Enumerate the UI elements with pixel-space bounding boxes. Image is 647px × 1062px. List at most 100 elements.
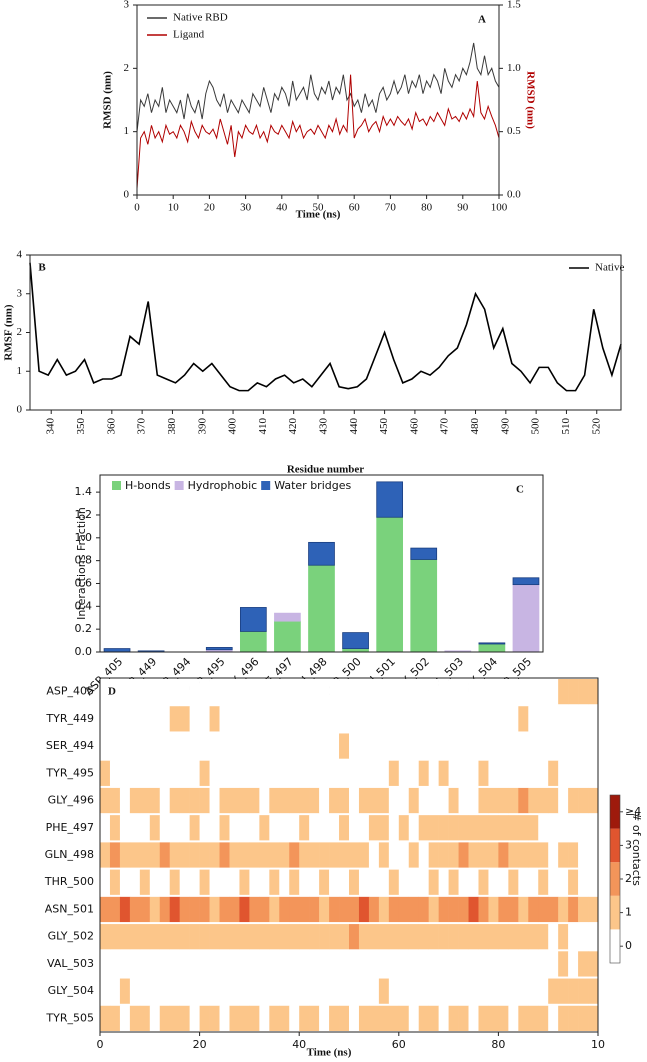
heat-cell bbox=[100, 733, 111, 759]
heat-cell bbox=[548, 896, 559, 923]
heat-cell bbox=[448, 842, 459, 868]
heat-cell bbox=[418, 1005, 429, 1031]
heat-cell bbox=[349, 679, 360, 705]
heat-cell bbox=[408, 869, 420, 895]
heat-cell bbox=[368, 787, 380, 814]
heat-cell bbox=[159, 733, 171, 759]
heat-cell bbox=[159, 815, 171, 841]
y-axis-label: RMSF (nm) bbox=[3, 304, 15, 360]
heat-cell bbox=[219, 978, 230, 1004]
heat-cell bbox=[388, 815, 400, 841]
heat-cell bbox=[378, 760, 390, 786]
heat-cell bbox=[159, 842, 171, 868]
heat-cell bbox=[329, 679, 340, 705]
heat-cell bbox=[558, 896, 569, 923]
heat-cell bbox=[468, 951, 479, 977]
heat-cell bbox=[279, 951, 290, 977]
bar-segment bbox=[410, 547, 438, 560]
heat-cell bbox=[488, 733, 499, 759]
heat-cell bbox=[478, 896, 489, 923]
heat-cell bbox=[309, 787, 320, 814]
heat-cell bbox=[229, 815, 240, 841]
row-label: ASN_501 bbox=[45, 902, 94, 915]
heat-cell bbox=[498, 842, 509, 868]
heat-cell bbox=[329, 733, 340, 759]
heat-cell bbox=[588, 869, 599, 895]
heat-cell bbox=[358, 896, 370, 923]
heat-cell bbox=[518, 896, 529, 923]
heat-cell bbox=[229, 924, 240, 950]
heat-cell bbox=[468, 679, 479, 705]
heat-cell bbox=[508, 1005, 519, 1031]
colorbar-tick-label: 3 bbox=[625, 838, 632, 851]
heat-cell bbox=[558, 924, 569, 950]
heat-cell bbox=[538, 787, 549, 814]
heat-cell bbox=[229, 733, 240, 759]
heat-cell bbox=[428, 679, 439, 705]
heat-cell bbox=[518, 679, 529, 705]
heat-cell bbox=[548, 733, 559, 759]
heat-cell bbox=[578, 978, 589, 1004]
heat-cell bbox=[339, 815, 350, 841]
heat-cell bbox=[358, 733, 370, 759]
heat-cell bbox=[319, 679, 330, 705]
heat-cell bbox=[109, 978, 121, 1004]
heat-cell bbox=[388, 924, 400, 950]
x-tick-label: 0 bbox=[97, 1038, 104, 1051]
heat-cell bbox=[309, 924, 320, 950]
y-tick-label: 0 bbox=[124, 189, 130, 201]
heat-cell bbox=[538, 842, 549, 868]
heat-cell bbox=[209, 896, 220, 923]
heat-cell bbox=[428, 951, 439, 977]
heat-cell bbox=[239, 978, 250, 1004]
y-tick-label: 1.0 bbox=[75, 531, 93, 544]
heat-cell bbox=[329, 924, 340, 950]
heat-cell bbox=[219, 951, 230, 977]
heat-cell bbox=[398, 869, 410, 895]
heat-cell bbox=[119, 869, 131, 895]
heat-cell bbox=[458, 896, 469, 923]
heat-cell bbox=[149, 978, 161, 1004]
x-tick-label: 350 bbox=[75, 418, 87, 435]
heat-cell bbox=[100, 978, 111, 1004]
row-label: GLY_504 bbox=[48, 984, 94, 997]
heat-cell bbox=[418, 978, 429, 1004]
heat-cell bbox=[209, 787, 220, 814]
heat-cell bbox=[279, 869, 290, 895]
heat-cell bbox=[349, 706, 360, 732]
heat-cell bbox=[199, 869, 210, 895]
heat-cell bbox=[588, 760, 599, 786]
heat-cell bbox=[269, 842, 280, 868]
heat-cell bbox=[189, 733, 200, 759]
heat-cell bbox=[339, 924, 350, 950]
heat-cell bbox=[408, 842, 420, 868]
heat-cell bbox=[548, 760, 559, 786]
heat-cell bbox=[139, 815, 151, 841]
heat-cell bbox=[189, 896, 200, 923]
heat-cell bbox=[329, 978, 340, 1004]
heat-cell bbox=[129, 978, 141, 1004]
heat-cell bbox=[588, 815, 599, 841]
heat-cell bbox=[179, 1005, 190, 1031]
heat-cell bbox=[309, 869, 320, 895]
heat-cell bbox=[279, 896, 290, 923]
heat-cell bbox=[249, 706, 260, 732]
heat-cell bbox=[100, 896, 111, 923]
heat-cell bbox=[358, 679, 370, 705]
heat-cell bbox=[548, 978, 559, 1004]
heat-cell bbox=[578, 869, 589, 895]
heat-cell bbox=[199, 896, 210, 923]
heat-cell bbox=[478, 951, 489, 977]
heat-cell bbox=[478, 924, 489, 950]
heat-cell bbox=[438, 869, 449, 895]
heat-cell bbox=[388, 1005, 400, 1031]
row-label: TYR_505 bbox=[45, 1011, 94, 1024]
heat-cell bbox=[458, 733, 469, 759]
row-label: SER_494 bbox=[46, 739, 94, 752]
heat-cell bbox=[468, 978, 479, 1004]
heat-cell bbox=[169, 733, 180, 759]
heat-cell bbox=[378, 896, 390, 923]
heat-cell bbox=[129, 951, 141, 977]
heat-cell bbox=[568, 924, 579, 950]
heat-cell bbox=[438, 1005, 449, 1031]
